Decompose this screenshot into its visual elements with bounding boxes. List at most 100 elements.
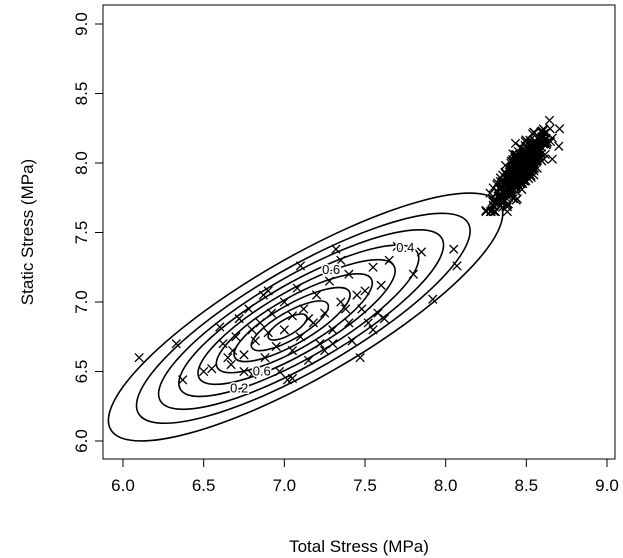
- density-contours: [107, 192, 504, 442]
- y-tick-label: 6.0: [72, 429, 91, 453]
- y-tick-label: 7.5: [72, 221, 91, 245]
- contour-line-0.2: [107, 192, 504, 442]
- x-marker: [250, 336, 260, 346]
- x-marker: [508, 161, 518, 171]
- x-marker: [495, 194, 505, 204]
- x-marker: [255, 318, 265, 328]
- x-marker-stroke: [215, 322, 225, 332]
- x-marker-stroke: [512, 167, 522, 177]
- x-marker-stroke: [488, 196, 498, 207]
- x-marker-stroke: [344, 269, 354, 279]
- x-marker-stroke: [373, 308, 383, 318]
- x-marker: [532, 149, 542, 159]
- x-marker: [514, 166, 524, 176]
- x-marker-stroke: [274, 366, 285, 377]
- x-marker-stroke: [239, 350, 249, 360]
- x-marker-stroke: [340, 304, 351, 314]
- x-marker-stroke: [537, 156, 547, 166]
- x-marker: [368, 262, 378, 272]
- x-marker-stroke: [502, 173, 512, 184]
- x-marker: [384, 255, 394, 265]
- x-marker: [178, 375, 188, 385]
- x-marker-stroke: [250, 336, 260, 346]
- x-marker-stroke: [247, 325, 257, 335]
- x-marker: [303, 314, 314, 324]
- x-marker: [320, 345, 330, 356]
- x-marker: [239, 366, 249, 377]
- x-marker-stroke: [263, 327, 273, 338]
- x-marker-stroke: [328, 339, 338, 349]
- x-marker: [416, 247, 427, 257]
- x-marker: [336, 255, 346, 265]
- x-marker-stroke: [544, 115, 555, 126]
- x-marker: [344, 318, 354, 328]
- x-marker-stroke: [226, 359, 236, 370]
- x-marker-stroke: [504, 184, 514, 195]
- x-tick-label: 9.0: [595, 476, 619, 495]
- x-marker: [510, 150, 521, 160]
- x-marker: [228, 345, 238, 356]
- x-marker-stroke: [521, 164, 532, 174]
- x-marker-stroke: [449, 244, 459, 254]
- x-marker: [295, 332, 306, 342]
- x-marker-stroke: [521, 135, 531, 145]
- x-marker-stroke: [536, 127, 546, 137]
- x-marker-stroke: [352, 290, 362, 300]
- x-tick-label: 6.5: [192, 476, 216, 495]
- x-marker-stroke: [315, 339, 325, 349]
- x-marker: [485, 188, 495, 198]
- x-marker: [328, 325, 338, 335]
- x-marker: [292, 283, 302, 293]
- x-marker-stroke: [538, 131, 548, 142]
- x-marker-stroke: [363, 318, 373, 328]
- x-marker-stroke: [529, 163, 540, 174]
- x-marker-stroke: [529, 128, 540, 138]
- x-marker: [295, 261, 306, 271]
- x-marker: [218, 339, 228, 349]
- x-marker-stroke: [514, 166, 524, 176]
- x-marker-stroke: [496, 183, 506, 193]
- x-marker-stroke: [510, 150, 521, 160]
- x-marker-stroke: [311, 290, 322, 300]
- x-marker-stroke: [511, 195, 521, 205]
- x-marker-stroke: [489, 206, 499, 217]
- x-marker-stroke: [207, 364, 217, 374]
- x-marker-stroke: [496, 184, 506, 194]
- x-marker: [274, 366, 285, 377]
- y-tick-label: 8.0: [72, 151, 91, 175]
- x-marker-stroke: [547, 154, 557, 164]
- x-marker: [320, 308, 330, 318]
- x-marker: [506, 184, 517, 195]
- x-marker: [392, 241, 402, 252]
- x-marker: [357, 304, 367, 314]
- x-marker-stroke: [320, 308, 330, 318]
- x-marker: [408, 269, 419, 279]
- x-marker: [223, 352, 233, 363]
- x-marker: [279, 325, 289, 335]
- x-marker-stroke: [392, 241, 402, 252]
- x-marker: [344, 269, 354, 279]
- x-marker-stroke: [355, 352, 365, 363]
- x-marker-stroke: [542, 138, 552, 149]
- x-marker-stroke: [299, 304, 309, 314]
- data-points: [134, 115, 565, 385]
- x-marker: [207, 364, 217, 374]
- x-marker-stroke: [287, 345, 298, 356]
- x-marker: [311, 290, 322, 300]
- x-marker-stroke: [495, 194, 505, 204]
- x-marker-stroke: [344, 318, 354, 328]
- x-marker-stroke: [494, 191, 505, 201]
- x-marker-stroke: [360, 286, 370, 296]
- x-marker: [449, 244, 459, 254]
- x-marker-stroke: [368, 262, 378, 272]
- x-marker: [231, 332, 241, 342]
- x-marker-stroke: [271, 341, 281, 352]
- x-marker: [247, 325, 257, 335]
- x-marker: [287, 373, 298, 384]
- x-marker: [360, 286, 370, 296]
- x-marker: [239, 350, 249, 360]
- x-marker-stroke: [247, 369, 257, 379]
- x-marker-stroke: [218, 339, 228, 349]
- contour-line-1.6: [250, 300, 330, 352]
